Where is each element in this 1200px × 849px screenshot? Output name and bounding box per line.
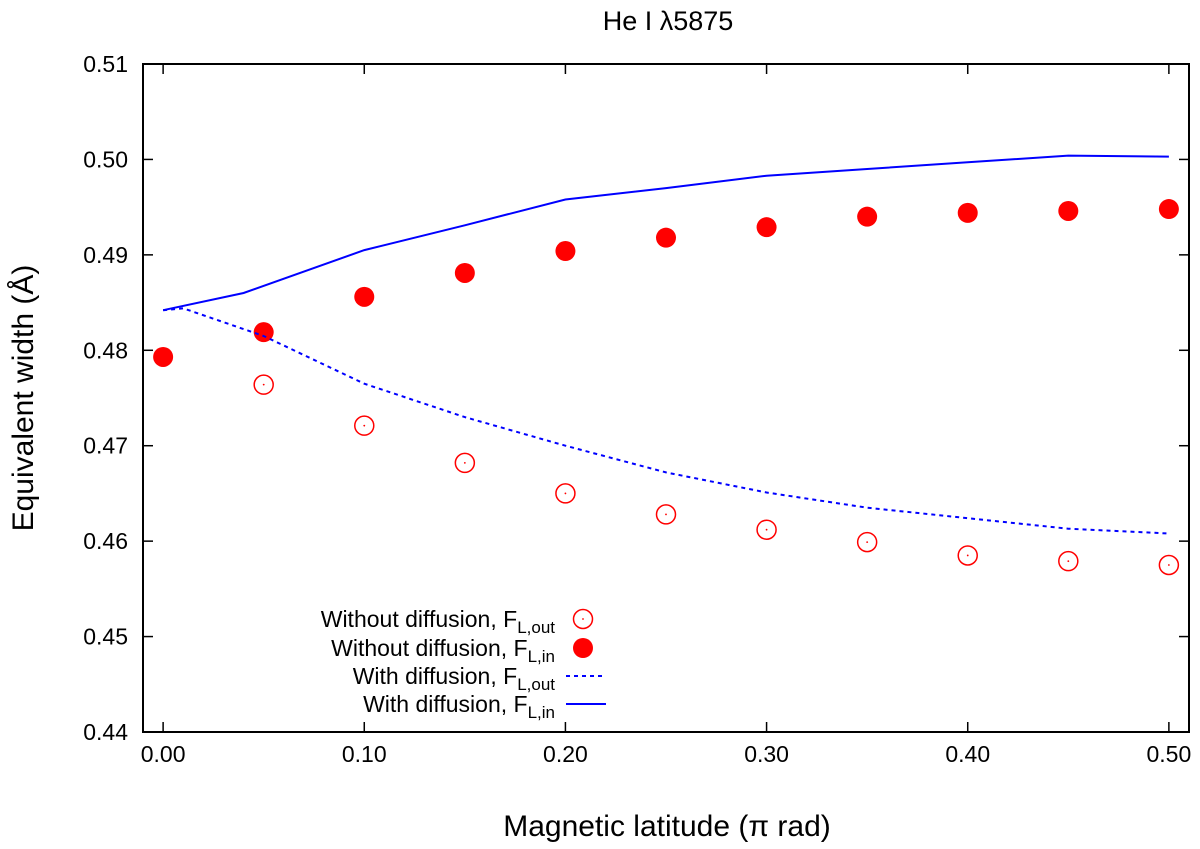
legend-symbol-open-circle bbox=[572, 608, 594, 630]
data-point-open bbox=[655, 504, 677, 525]
y-tick-label: 0.50 bbox=[83, 146, 128, 172]
legend-symbol-filled-circle bbox=[573, 638, 593, 658]
data-point-filled bbox=[857, 206, 878, 227]
y-axis: 0.44 0.45 0.46 0.47 0.48 0.49 0.50 0.51 bbox=[83, 51, 1189, 745]
data-point-filled bbox=[354, 286, 375, 307]
legend-item: Without diffusion, FL,out bbox=[321, 606, 594, 637]
y-tick-label: 0.48 bbox=[83, 337, 128, 363]
series-filled-circle bbox=[153, 199, 1179, 367]
data-point-open bbox=[555, 483, 576, 504]
data-point-center-dot bbox=[363, 424, 366, 427]
y-axis-label: Equivalent width (Å) bbox=[7, 265, 40, 532]
data-point-open bbox=[1158, 554, 1180, 576]
legend-item: With diffusion, FL,out bbox=[353, 663, 606, 694]
data-point-center-dot bbox=[765, 528, 768, 531]
data-point-open bbox=[454, 452, 476, 474]
data-point-center-dot bbox=[966, 554, 969, 557]
legend-label: Without diffusion, FL,in bbox=[331, 635, 555, 666]
series-open-circle bbox=[253, 374, 1180, 576]
y-tick-label: 0.45 bbox=[83, 624, 128, 650]
plot-frame bbox=[142, 63, 1190, 733]
data-point-filled bbox=[1158, 199, 1179, 220]
data-point-filled bbox=[656, 227, 676, 248]
data-point-filled bbox=[153, 346, 174, 367]
y-tick-label: 0.49 bbox=[83, 242, 128, 268]
data-point-center-dot bbox=[1067, 560, 1070, 563]
legend-item: With diffusion, FL,in bbox=[363, 691, 606, 722]
data-point-open bbox=[1058, 550, 1079, 572]
data-point-filled bbox=[555, 241, 576, 262]
legend-label: With diffusion, FL,in bbox=[363, 691, 555, 722]
series-dashed-line bbox=[163, 307, 1169, 535]
data-point-center-dot bbox=[564, 492, 567, 495]
y-tick-label: 0.47 bbox=[83, 433, 128, 459]
data-point-open bbox=[856, 531, 878, 553]
data-point-filled bbox=[1058, 200, 1079, 221]
data-point-open bbox=[354, 415, 375, 436]
y-tick-label: 0.44 bbox=[83, 719, 128, 745]
series-line bbox=[163, 307, 1169, 535]
x-tick-label: 0.00 bbox=[141, 741, 186, 767]
data-point-open bbox=[957, 545, 978, 566]
data-point-filled bbox=[957, 202, 978, 223]
legend-label: Without diffusion, FL,out bbox=[321, 606, 556, 637]
legend-item: Without diffusion, FL,in bbox=[331, 635, 593, 666]
data-point-center-dot bbox=[866, 541, 869, 543]
data-point-filled bbox=[454, 262, 475, 283]
x-axis: 0.00 0.10 0.20 0.30 0.40 0.50 bbox=[141, 64, 1192, 767]
data-point-center-dot bbox=[1167, 564, 1170, 566]
x-tick-label: 0.30 bbox=[744, 741, 789, 767]
x-axis-label: Magnetic latitude (π rad) bbox=[503, 810, 831, 843]
data-point-filled bbox=[756, 217, 777, 238]
data-point-filled bbox=[253, 322, 274, 343]
series-line bbox=[162, 154, 1169, 312]
y-tick-label: 0.46 bbox=[83, 528, 128, 554]
chart-title: He I λ5875 bbox=[603, 6, 734, 36]
data-point-center-dot bbox=[463, 461, 466, 464]
x-tick-label: 0.20 bbox=[543, 741, 588, 767]
y-tick-label: 0.51 bbox=[83, 51, 128, 77]
data-point-open bbox=[253, 374, 274, 395]
data-point-open bbox=[756, 519, 777, 540]
plot-area bbox=[153, 154, 1180, 576]
x-tick-label: 0.40 bbox=[945, 741, 990, 767]
series-solid-line bbox=[162, 154, 1169, 312]
x-tick-label: 0.50 bbox=[1147, 741, 1192, 767]
data-point-center-dot bbox=[262, 383, 265, 386]
legend-symbol-dot bbox=[582, 618, 584, 620]
x-tick-label: 0.10 bbox=[342, 741, 387, 767]
legend-label: With diffusion, FL,out bbox=[353, 663, 556, 694]
data-point-center-dot bbox=[665, 513, 667, 516]
